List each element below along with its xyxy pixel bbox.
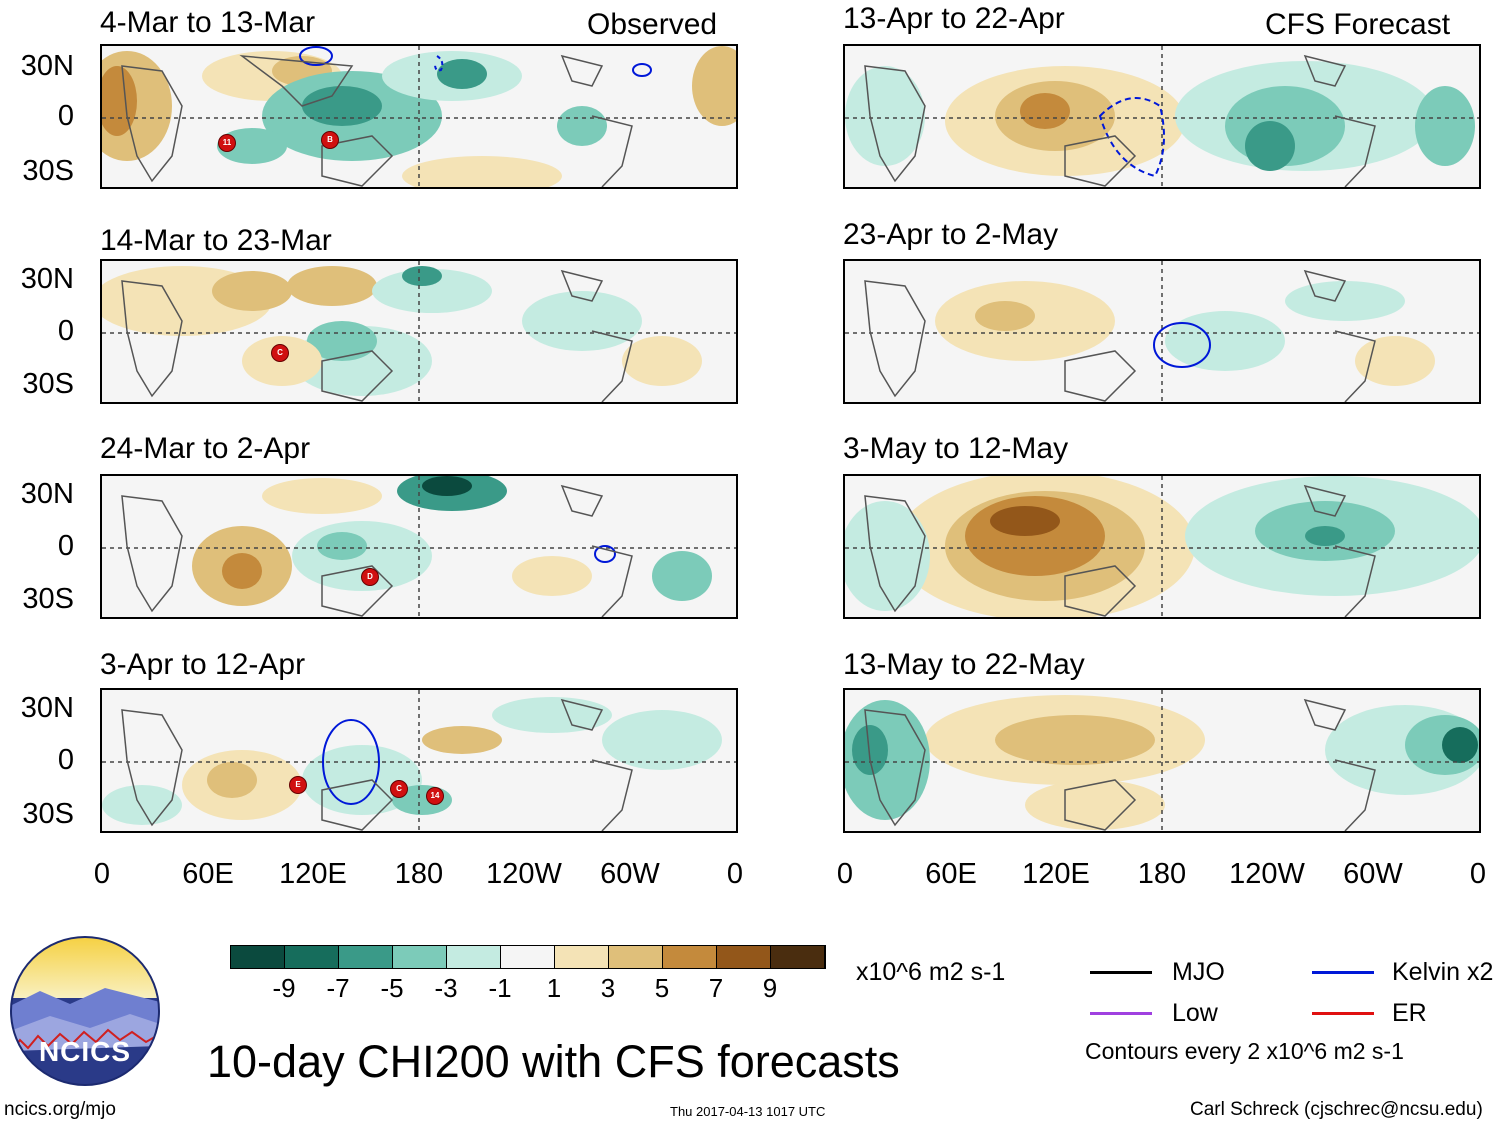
lon-label: 0 <box>93 858 111 890</box>
colorbar-swatch <box>555 946 609 968</box>
colorbar-swatch <box>393 946 447 968</box>
observed-label: Observed <box>587 8 718 41</box>
colorbar-label: -9 <box>272 973 296 1003</box>
colorbar-label: -1 <box>488 973 512 1003</box>
lon-label: 0 <box>726 858 744 890</box>
colorbar-label: 7 <box>708 973 724 1003</box>
panel-title: 14-Mar to 23-Mar <box>100 224 332 257</box>
legend-er-label: ER <box>1392 999 1427 1027</box>
legend-low-label: Low <box>1172 999 1218 1027</box>
colorbar-label: -7 <box>326 973 350 1003</box>
lat-label: 0 <box>57 315 74 347</box>
tropical-cyclone-icon: 14 <box>426 787 444 805</box>
colorbar-swatch <box>339 946 393 968</box>
legend-mjo-line <box>1090 971 1152 974</box>
tropical-cyclone-icon: C <box>271 344 289 362</box>
colorbar-label: 1 <box>546 973 562 1003</box>
colorbar-label: -3 <box>434 973 458 1003</box>
tropical-cyclone-icon: 11 <box>218 134 236 152</box>
tropical-cyclone-icon: E <box>289 776 307 794</box>
panel-title: 23-Apr to 2-May <box>843 218 1059 251</box>
colorbar-label: 9 <box>762 973 778 1003</box>
forecast-label: CFS Forecast <box>1265 8 1451 41</box>
lon-label: 0 <box>1469 858 1487 890</box>
map-panel-forecast-1 <box>843 44 1481 189</box>
legend-low-line <box>1090 1012 1152 1015</box>
colorbar-swatch <box>771 946 825 968</box>
colorbar <box>230 945 826 969</box>
lon-label: 60E <box>925 858 977 890</box>
ncics-logo: NCICS <box>10 936 160 1086</box>
map-panel-observed-2 <box>100 259 738 404</box>
tropical-cyclone-icon: B <box>321 131 339 149</box>
panel-title: 13-May to 22-May <box>843 648 1085 681</box>
footer-timestamp: Thu 2017-04-13 1017 UTC <box>670 1104 826 1119</box>
lat-label: 30N <box>20 50 74 82</box>
colorbar-swatch <box>285 946 339 968</box>
tropical-cyclone-icon: C <box>390 780 408 798</box>
panel-title: 24-Mar to 2-Apr <box>100 432 311 465</box>
lon-label: 60W <box>600 858 660 890</box>
lat-label: 30S <box>22 583 74 615</box>
footer-author: Carl Schreck (cjschrec@ncsu.edu) <box>1190 1099 1483 1120</box>
lon-label: 120W <box>486 858 562 890</box>
units-label: x10^6 m2 s-1 <box>856 958 1006 986</box>
lon-label: 60E <box>182 858 234 890</box>
map-panel-observed-1 <box>100 44 738 189</box>
lat-label: 30S <box>22 155 74 187</box>
lat-label: 30N <box>20 478 74 510</box>
tropical-cyclone-icon: D <box>361 568 379 586</box>
panel-title: 4-Mar to 13-Mar <box>100 6 316 39</box>
legend-er-line <box>1312 1012 1374 1015</box>
lon-label: 120E <box>1022 858 1090 890</box>
lat-label: 0 <box>57 530 74 562</box>
lat-label: 0 <box>57 100 74 132</box>
colorbar-swatch <box>609 946 663 968</box>
colorbar-label: 5 <box>654 973 670 1003</box>
colorbar-label: 3 <box>600 973 616 1003</box>
panel-title: 13-Apr to 22-Apr <box>843 2 1065 35</box>
colorbar-swatch <box>663 946 717 968</box>
logo-text: NCICS <box>38 1036 132 1067</box>
lat-label: 0 <box>57 744 74 776</box>
colorbar-swatch <box>717 946 771 968</box>
panel-title: 3-Apr to 12-Apr <box>100 648 306 681</box>
colorbar-swatch <box>501 946 555 968</box>
map-panel-forecast-3 <box>843 474 1481 619</box>
lon-label: 120W <box>1229 858 1305 890</box>
map-panel-forecast-4 <box>843 688 1481 833</box>
legend-contours-note: Contours every 2 x10^6 m2 s-1 <box>1085 1038 1404 1064</box>
legend-kelvin-line <box>1312 971 1374 974</box>
lat-label: 30N <box>20 263 74 295</box>
lon-label: 180 <box>394 858 444 890</box>
colorbar-swatch <box>447 946 501 968</box>
lat-label: 30S <box>22 798 74 830</box>
legend-mjo-label: MJO <box>1172 958 1225 986</box>
legend-kelvin-label: Kelvin x2 <box>1392 958 1494 986</box>
lat-label: 30S <box>22 368 74 400</box>
panel-title: 3-May to 12-May <box>843 432 1069 465</box>
lon-label: 0 <box>836 858 854 890</box>
lon-label: 60W <box>1343 858 1403 890</box>
main-title: 10-day CHI200 with CFS forecasts <box>207 1036 900 1087</box>
colorbar-swatch <box>231 946 285 968</box>
map-panel-observed-3 <box>100 474 738 619</box>
map-panel-forecast-2 <box>843 259 1481 404</box>
lon-label: 180 <box>1137 858 1187 890</box>
footer-url[interactable]: ncics.org/mjo <box>4 1099 116 1120</box>
colorbar-label: -5 <box>380 973 404 1003</box>
map-panel-observed-4 <box>100 688 738 833</box>
lon-label: 120E <box>279 858 347 890</box>
lat-label: 30N <box>20 692 74 724</box>
